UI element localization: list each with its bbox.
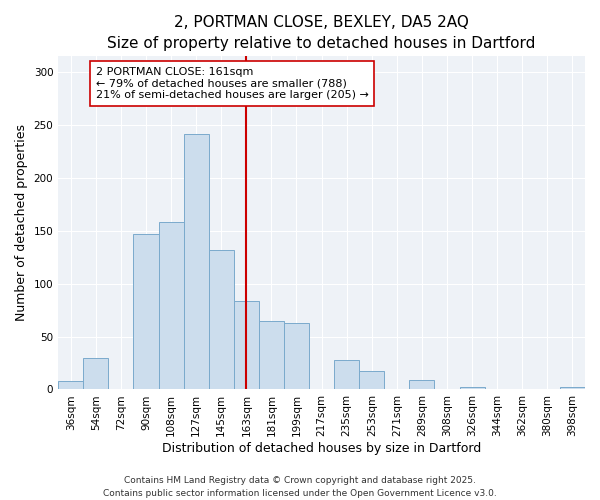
Bar: [334, 360, 359, 390]
Bar: [83, 358, 109, 390]
Text: 2 PORTMAN CLOSE: 161sqm
← 79% of detached houses are smaller (788)
21% of semi-d: 2 PORTMAN CLOSE: 161sqm ← 79% of detache…: [96, 67, 368, 100]
Bar: [560, 388, 585, 390]
Bar: [133, 234, 158, 390]
Bar: [184, 134, 209, 390]
Title: 2, PORTMAN CLOSE, BEXLEY, DA5 2AQ
Size of property relative to detached houses i: 2, PORTMAN CLOSE, BEXLEY, DA5 2AQ Size o…: [107, 15, 536, 51]
Bar: [409, 380, 434, 390]
Bar: [460, 388, 485, 390]
Text: Contains HM Land Registry data © Crown copyright and database right 2025.
Contai: Contains HM Land Registry data © Crown c…: [103, 476, 497, 498]
Bar: [158, 222, 184, 390]
Bar: [58, 381, 83, 390]
Bar: [259, 320, 284, 390]
Bar: [234, 300, 259, 390]
Bar: [284, 323, 309, 390]
X-axis label: Distribution of detached houses by size in Dartford: Distribution of detached houses by size …: [162, 442, 481, 455]
Y-axis label: Number of detached properties: Number of detached properties: [15, 124, 28, 322]
Bar: [209, 250, 234, 390]
Bar: [359, 372, 385, 390]
